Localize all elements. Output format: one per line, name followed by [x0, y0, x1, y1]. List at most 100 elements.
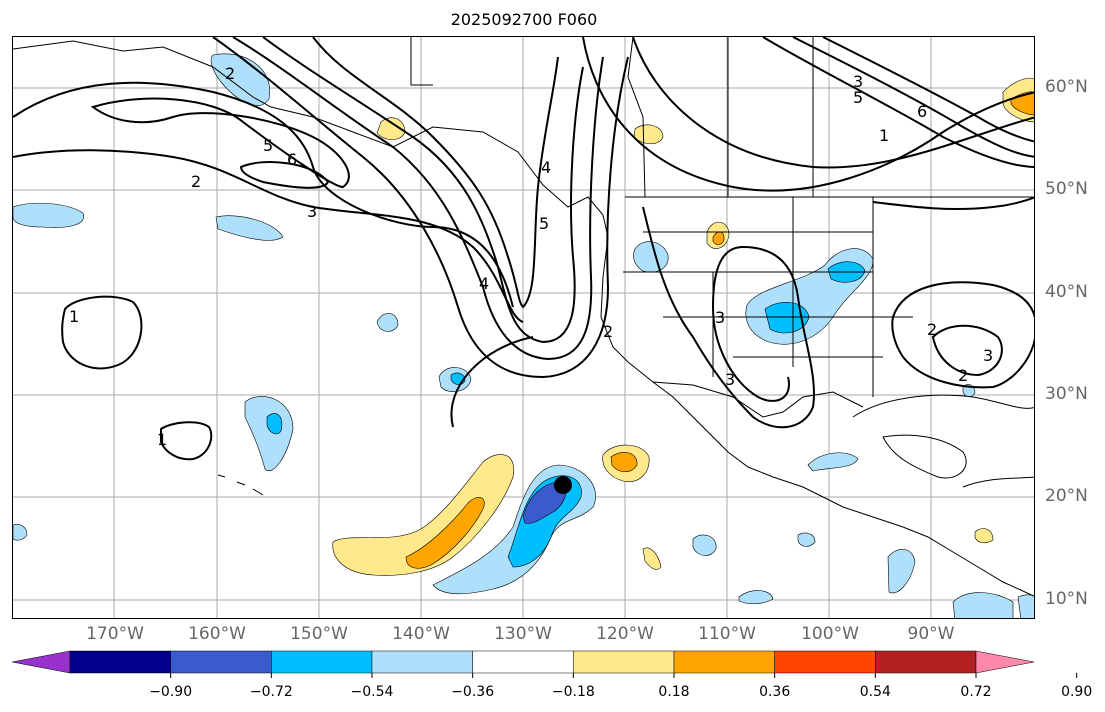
contour-label: 2	[958, 366, 968, 385]
colorbar-cell	[170, 650, 272, 674]
contour-6-west	[239, 161, 330, 189]
colorbar-tick-label: −0.72	[249, 684, 293, 700]
contour-2-southeast	[891, 281, 1034, 389]
lon-label: 90°W	[907, 624, 955, 644]
yucatan	[882, 434, 967, 479]
shade-tropical-cold-core	[522, 481, 567, 524]
hawaiian-islands	[217, 474, 264, 496]
cuba	[962, 476, 1034, 488]
contour-3-trough-east	[642, 206, 815, 429]
shade-eastern-pacific-2	[797, 532, 816, 547]
lat-label: 50°N	[1045, 179, 1088, 199]
contour-3-north	[762, 37, 1034, 168]
colorbar-tick-label: 0.72	[960, 684, 992, 700]
shade-pacific-nw2	[215, 215, 284, 241]
colorbar-cell	[875, 650, 977, 674]
storm-center-dot	[554, 476, 572, 494]
colorbar-cell	[472, 650, 574, 674]
shade-eastern-pacific-3	[738, 590, 774, 605]
gulf-coast	[852, 394, 1034, 418]
shade-west-edge	[13, 524, 28, 541]
colorbar-extend-high	[975, 650, 1035, 674]
contour-labels: 2 5 6 3 4 5 1 1 2 3 1 5 6 3 3 2 3 2 2 4	[69, 64, 993, 449]
contour-label: 6	[917, 102, 927, 121]
contour-1-west-pacific	[61, 295, 143, 370]
us-mexico-border	[652, 381, 864, 418]
alaska-yukon-border	[410, 37, 433, 86]
contour-label: 2	[191, 172, 201, 191]
contour-label: 1	[879, 126, 889, 145]
colorbar-cell	[69, 650, 171, 674]
contour-label: 2	[225, 64, 235, 83]
shade-ne-pacific-small	[376, 313, 399, 332]
coastlines	[13, 37, 1034, 597]
contour-ridge-2	[632, 37, 1034, 169]
contour-label: 3	[725, 370, 735, 389]
lon-label: 170°W	[86, 624, 144, 644]
colorbar-extend-low	[11, 650, 71, 674]
shade-baja-offshore-core	[610, 452, 638, 473]
colorbar-tick-label: 0.90	[1061, 684, 1093, 700]
colorbar-cell	[371, 650, 473, 674]
lon-label: 110°W	[698, 624, 756, 644]
shade-gulf-mexico-w	[807, 452, 859, 472]
lat-label: 30°N	[1045, 384, 1088, 404]
contour-6-north	[822, 37, 1034, 143]
north-american-coast	[13, 40, 1034, 597]
colorbar-cell	[271, 650, 373, 674]
contour-label: 1	[157, 430, 167, 449]
lon-label: 130°W	[494, 624, 552, 644]
lon-label: 120°W	[596, 624, 654, 644]
contour-4-trough	[312, 37, 559, 309]
lon-label: 150°W	[290, 624, 348, 644]
contour-trough-outer	[212, 37, 629, 379]
colorbar-tick-label: −0.90	[149, 684, 193, 700]
shade-pacific-nw1	[13, 202, 85, 228]
colorbar-cell	[573, 650, 675, 674]
shade-central-america	[887, 549, 916, 594]
shade-hawaii-north	[244, 396, 294, 471]
graticule	[13, 37, 1034, 618]
shade-eastern-pacific-1	[692, 534, 717, 556]
lon-label: 100°W	[801, 624, 859, 644]
contour-label: 2	[927, 320, 937, 339]
colorbar-tick-label: 0.36	[759, 684, 791, 700]
shade-caribbean	[974, 528, 994, 544]
lat-label: 20°N	[1045, 486, 1088, 506]
contour-label: 6	[287, 150, 297, 169]
contour-label: 5	[539, 214, 549, 233]
lon-label: 160°W	[188, 624, 246, 644]
map-panel: 2 5 6 3 4 5 1 1 2 3 1 5 6 3 3 2 3 2 2 4	[12, 36, 1035, 619]
contour-label: 3	[853, 72, 863, 91]
contour-label: 4	[479, 274, 489, 293]
contour-label: 3	[983, 346, 993, 365]
colorbar-tick-label: 0.18	[658, 684, 690, 700]
contour-label: 5	[853, 88, 863, 107]
contour-3-southeast	[931, 324, 1003, 377]
contour-4-south	[450, 336, 534, 428]
shade-caribbean-south	[952, 592, 1014, 618]
lat-label: 10°N	[1045, 589, 1088, 609]
lat-label: 40°N	[1045, 282, 1088, 302]
map-canvas: 2 5 6 3 4 5 1 1 2 3 1 5 6 3 3 2 3 2 2 4	[13, 37, 1034, 618]
contour-5-trough	[262, 37, 584, 344]
map-title: 2025092700 F060	[450, 10, 598, 29]
contour-label: 3	[307, 202, 317, 221]
colorbar-cell	[673, 650, 775, 674]
contour-1-ridge	[582, 37, 1034, 192]
contours	[13, 37, 1034, 461]
shade-hawaii-north-core	[266, 413, 283, 435]
contour-1-hawaii	[160, 421, 213, 461]
contour-label: 1	[69, 307, 79, 326]
us-state-borders	[623, 197, 913, 397]
contour-6-trough	[232, 37, 604, 361]
contour-label: 3	[715, 308, 725, 327]
shade-mexico-offshore	[642, 547, 662, 570]
contour-2-east	[872, 196, 1034, 211]
colorbar-tick-label: −0.18	[551, 684, 595, 700]
shade-tropical-warm-core	[405, 497, 485, 569]
contour-label: 2	[603, 322, 613, 341]
shade-tropical-warm	[332, 454, 515, 576]
contour-2-west	[13, 81, 514, 308]
